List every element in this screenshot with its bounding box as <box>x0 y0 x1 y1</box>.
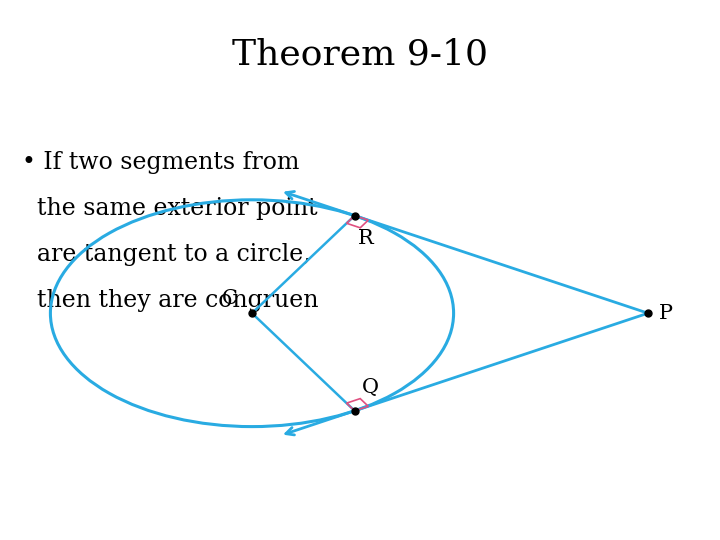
Text: Q: Q <box>362 379 379 397</box>
Text: are tangent to a circle,: are tangent to a circle, <box>22 243 310 266</box>
Text: C: C <box>222 289 238 308</box>
Text: • If two segments from: • If two segments from <box>22 151 299 174</box>
Text: the same exterior point: the same exterior point <box>22 197 318 220</box>
Text: P: P <box>659 303 672 323</box>
Text: Theorem 9-10: Theorem 9-10 <box>232 38 488 72</box>
Text: then they are congruen: then they are congruen <box>22 289 318 312</box>
Text: R: R <box>359 229 374 248</box>
